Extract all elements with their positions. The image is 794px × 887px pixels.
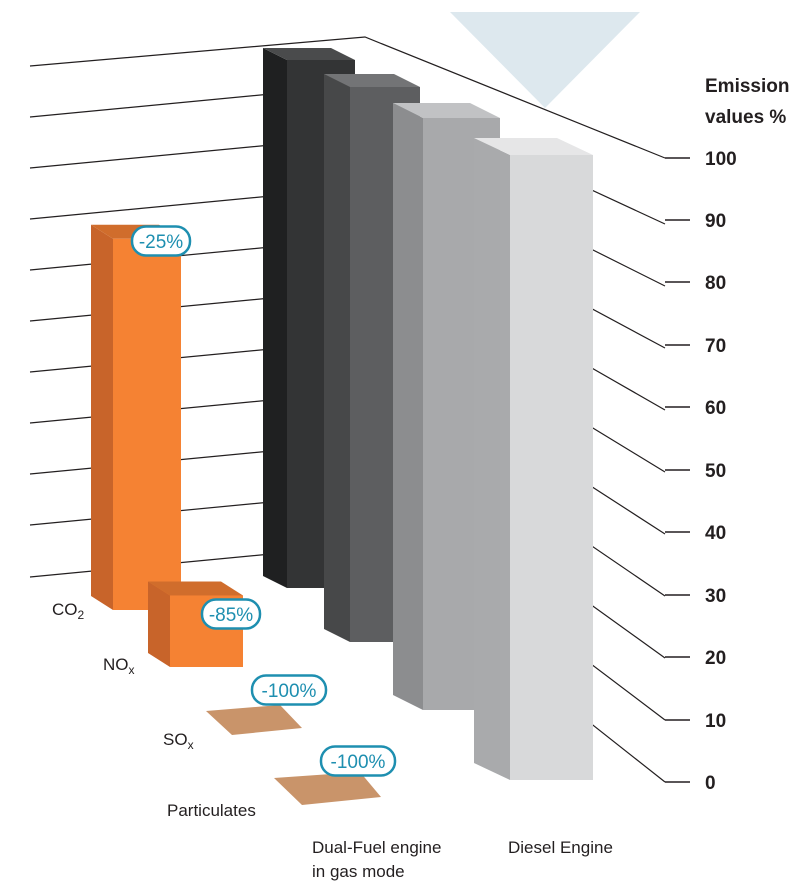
y-tick-label: 30 <box>705 586 726 607</box>
engine-label: Diesel Engine <box>508 838 613 857</box>
diesel-bar-side <box>474 138 510 780</box>
diesel-bar-side <box>324 74 350 642</box>
reduction-badge-label: -100% <box>262 681 317 702</box>
reduction-badges: -25% -85% -100% -100% <box>130 225 397 777</box>
reduction-badge <box>200 598 262 630</box>
y-tick-label: 50 <box>705 461 726 482</box>
y-axis-label-line-2: values % <box>705 107 786 128</box>
dual-fuel-bar-side <box>91 224 113 610</box>
reduction-badge-label: -25% <box>139 232 183 253</box>
emission-category-label: Particulates <box>167 801 256 820</box>
y-tick-label: 40 <box>705 523 726 544</box>
y-tick-label: 10 <box>705 711 726 732</box>
diesel-bar <box>510 155 593 780</box>
watermark-triangle <box>450 12 640 108</box>
reduction-badge <box>250 674 328 706</box>
diesel-bar-side <box>263 48 287 588</box>
diesel-bar-top <box>324 74 420 87</box>
reduction-badge-label: -100% <box>331 752 386 773</box>
emission-category-label: NOx <box>103 655 135 677</box>
bars <box>91 48 593 805</box>
emission-category-label: CO2 <box>52 600 85 622</box>
diesel-bar-top <box>474 138 593 155</box>
reduction-badge <box>130 225 192 257</box>
dual-fuel-zero-plate <box>206 705 302 735</box>
diesel-bar-top <box>393 103 500 118</box>
category-labels: CO2 NOx SOx Particulates Dual-Fuel engine in … <box>52 600 613 881</box>
dual-fuel-bar-top <box>148 581 243 596</box>
reduction-badge-label: -85% <box>209 605 253 626</box>
y-tick-label: 20 <box>705 648 726 669</box>
gridline <box>29 36 666 159</box>
y-tick-label: 100 <box>705 149 737 170</box>
y-axis-label-line-1: Emission <box>705 76 789 97</box>
diesel-bar-side <box>393 103 423 710</box>
dual-fuel-zero-plate <box>274 772 381 805</box>
y-tick-label: 0 <box>705 773 716 794</box>
y-tick-label: 90 <box>705 211 726 232</box>
engine-label: Dual-Fuel engine <box>312 838 441 857</box>
y-tick-label: 60 <box>705 398 726 419</box>
engine-label: in gas mode <box>312 862 405 881</box>
dual-fuel-bar-side <box>148 581 170 667</box>
y-tick-label: 70 <box>705 336 726 357</box>
dual-fuel-bar <box>113 238 181 610</box>
reduction-badge <box>319 745 397 777</box>
diesel-bar-top <box>263 48 355 60</box>
y-tick-label: 80 <box>705 273 726 294</box>
emission-category-label: SOx <box>163 730 194 752</box>
